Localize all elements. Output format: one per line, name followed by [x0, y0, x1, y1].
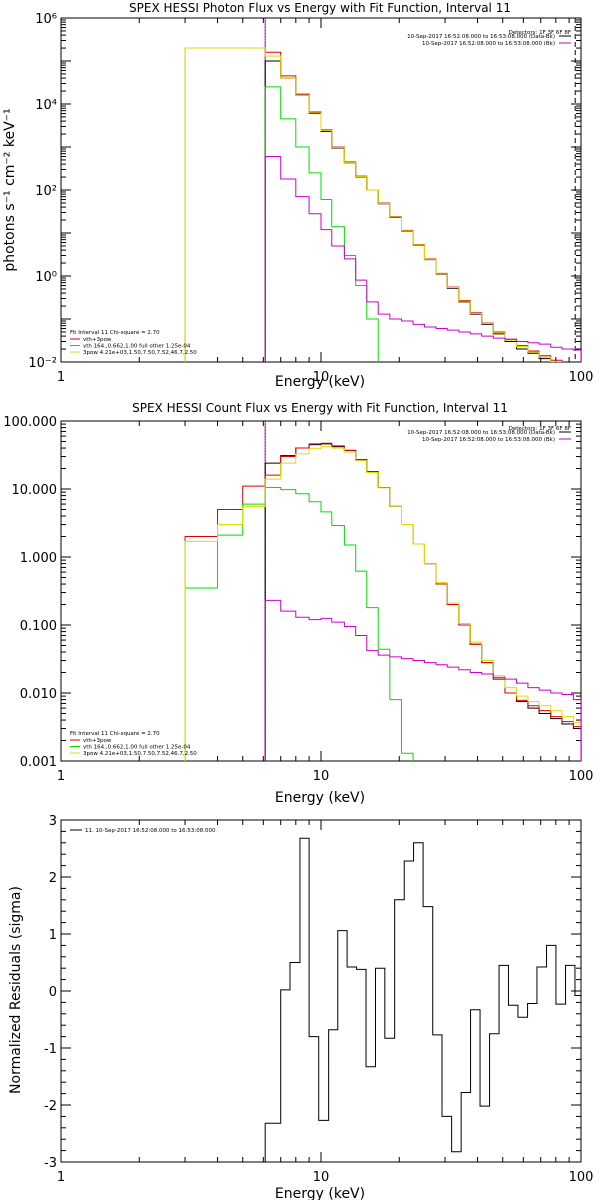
tick-labels: 1 10 100 10⁻² 10⁰ 10² 10⁴ 10⁶	[28, 12, 593, 385]
axis-ticks	[60, 420, 582, 762]
y-tick-label: -3	[44, 1156, 57, 1171]
x-tick-label: 100	[569, 1170, 594, 1185]
fit-legend-label: 3pow 4.21e+03,1.50,7.50,7.52,46.7,2.50	[83, 350, 197, 356]
legend-label: 10-Sep-2017 16:52:08.000 to 16:53:08.000…	[422, 437, 555, 443]
legend: Detectors: 1F 3F 6F 8F 10-Sep-2017 16:52…	[407, 426, 571, 443]
x-tick-label: 100	[569, 370, 594, 385]
plot-frame	[60, 420, 582, 762]
panel-title: SPEX HESSI Photon Flux vs Energy with Fi…	[129, 1, 511, 15]
x-tick-label: 1	[57, 769, 65, 784]
fit-legend-label: vth 164.,0.662,1.00 full other 1.25e-04	[83, 344, 191, 350]
x-tick-label: 1	[57, 1170, 65, 1185]
x-tick-label: 1	[57, 370, 65, 385]
legend: 11. 10-Sep-2017 16:52:08.000 to 16:53:08…	[70, 828, 216, 834]
y-tick-label: 100.000	[3, 415, 57, 430]
series-line-vth	[264, 86, 379, 362]
fit-text: Fit Interval 11 Chi-square = 2.70	[70, 731, 160, 737]
y-tick-label: 1	[49, 928, 57, 943]
series-lines	[264, 837, 581, 1162]
x-axis-label: Energy (keV)	[275, 374, 365, 390]
y-tick-label: -2	[44, 1099, 57, 1114]
energy-markers	[264, 18, 576, 362]
y-tick-label: 0.100	[20, 619, 57, 634]
fit-legend: Fit Interval 11 Chi-square = 2.70 vth+3p…	[70, 330, 197, 356]
y-tick-label: 10⁴	[35, 98, 57, 113]
fit-legend-label: vth+3pow	[83, 738, 112, 744]
legend-header: Detectors: 1F 3F 6F 8F	[509, 30, 571, 36]
series-line-vth	[184, 487, 414, 761]
axis-ticks	[60, 819, 582, 1163]
residuals-panel: 1 10 100 -3 -2 -1 0 1 2 3 Energy (keV) Normalized…	[8, 814, 593, 1200]
series-line-bk	[264, 156, 581, 362]
panel-title: SPEX HESSI Count Flux vs Energy with Fit…	[132, 401, 508, 415]
series-lines	[184, 47, 581, 362]
x-tick-label: 100	[569, 769, 594, 784]
tick-labels: 1 10 100 0.001 0.010 0.100 1.000 10.000 100.000	[3, 415, 593, 784]
fit-legend-label: 3pow 4.21e+03,1.50,7.50,7.52,46.7,2.50	[83, 751, 197, 757]
series-line-bk	[264, 599, 581, 761]
series-line-3pow	[184, 446, 581, 761]
plot-frame	[60, 819, 582, 1163]
tick-labels: 1 10 100 -3 -2 -1 0 1 2 3	[44, 814, 593, 1185]
y-tick-label: 1.000	[20, 551, 57, 566]
y-tick-label: 0.001	[20, 755, 57, 770]
y-axis-label: Normalized Residuals (sigma)	[8, 886, 24, 1094]
x-tick-label: 10	[313, 769, 330, 784]
y-tick-label: 0.010	[20, 687, 57, 702]
legend-header: Detectors: 1F 3F 6F 8F	[509, 426, 571, 432]
y-tick-label: 10⁶	[35, 12, 57, 27]
series-line-vth-3pow	[184, 442, 581, 761]
x-tick-label: 10	[313, 370, 330, 385]
legend-label: 10-Sep-2017 16:52:08.000 to 16:53:08.000…	[407, 430, 555, 436]
y-tick-label: 10.000	[12, 483, 58, 498]
fit-legend-label: vth+3pow	[83, 337, 112, 343]
legend-label: 11. 10-Sep-2017 16:52:08.000 to 16:53:08…	[85, 828, 216, 834]
y-tick-label: 10⁻²	[28, 356, 57, 371]
y-axis-label: photons s⁻¹ cm⁻² keV⁻¹	[2, 108, 18, 271]
x-axis-label: Energy (keV)	[275, 790, 365, 806]
count-flux-panel: SPEX HESSI Count Flux vs Energy with Fit…	[3, 401, 593, 806]
fit-text: Fit Interval 11 Chi-square = 2.70	[70, 330, 160, 336]
legend: Detectors: 1F 3F 6F 8F 10-Sep-2017 16:52…	[407, 30, 571, 47]
y-tick-label: 10⁰	[35, 270, 57, 285]
y-tick-label: 2	[49, 871, 57, 886]
axis-ticks	[60, 17, 582, 363]
photon-flux-panel: SPEX HESSI Photon Flux vs Energy with Fi…	[2, 1, 593, 390]
x-tick-label: 10	[313, 1170, 330, 1185]
y-tick-label: 3	[49, 814, 57, 829]
series-line-data-bk	[264, 443, 581, 761]
y-tick-label: 0	[49, 985, 57, 1000]
fit-legend-label: vth 164.,0.662,1.00 full other 1.25e-04	[83, 745, 191, 751]
y-tick-label: -1	[44, 1042, 57, 1057]
x-axis-label: Energy (keV)	[275, 1186, 365, 1200]
series-line-residuals	[264, 837, 581, 1162]
series-lines	[184, 442, 581, 761]
legend-label: 10-Sep-2017 16:52:08.000 to 16:53:08.000…	[422, 41, 555, 47]
fit-legend: Fit Interval 11 Chi-square = 2.70 vth+3p…	[70, 731, 197, 757]
series-line-vth-3pow	[184, 47, 563, 362]
legend-label: 10-Sep-2017 16:52:08.000 to 16:53:08.000…	[407, 34, 555, 40]
y-tick-label: 10²	[35, 184, 57, 199]
series-line-3pow	[184, 47, 563, 362]
